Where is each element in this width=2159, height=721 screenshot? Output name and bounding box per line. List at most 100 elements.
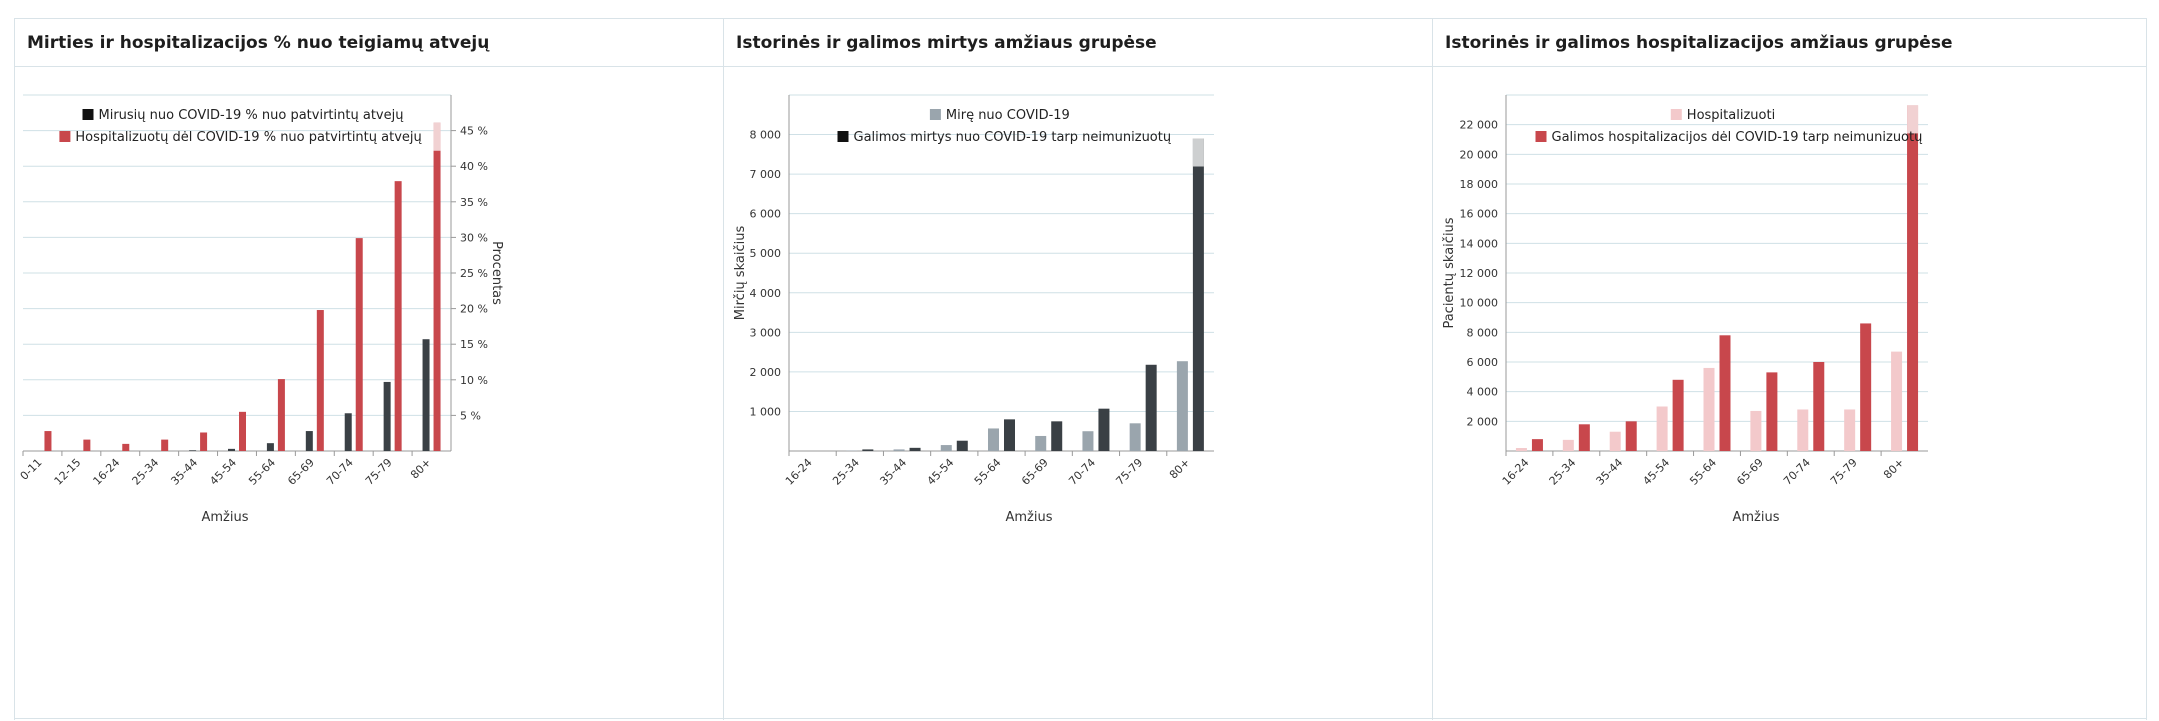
x-tick-label: 16-24 [1500,456,1532,488]
bar-b-16-24 [122,444,129,451]
bars [1516,105,1918,451]
bar-b-25-34 [1579,424,1590,451]
x-tick-label: 45-54 [207,456,239,488]
y-tick-label: 18 000 [1460,178,1499,191]
bar-highlight [1193,139,1204,167]
bar-highlight [434,123,441,151]
x-tick-label: 70-74 [1066,456,1098,488]
bar-a-55-64 [267,443,274,451]
bar-a-45-54 [941,445,952,451]
x-tick-label: 75-79 [1113,456,1145,488]
legend-label: Galimos hospitalizacijos dėl COVID-19 ta… [1552,130,1923,145]
y-tick-label: 5 % [460,409,481,422]
y-tick-label: 5 000 [750,247,782,260]
x-tick-label: 70-74 [324,456,356,488]
bar-a-65-69 [1750,411,1761,451]
bar-b-35-44 [200,432,207,451]
legend-label: Galimos mirtys nuo COVID-19 tarp neimuni… [854,130,1172,145]
y-tick-label: 7 000 [750,168,782,181]
legend-swatch [930,109,941,120]
y-tick-label: 2 000 [1467,415,1499,428]
x-tick-label: 55-64 [246,456,278,488]
legend-label: Mirusių nuo COVID-19 % nuo patvirtintų a… [99,108,404,123]
x-axis-label: Amžius [201,510,248,525]
x-tick-label: 35-44 [168,456,200,488]
bars [44,123,440,451]
y-axis-label: Pacientų skaičius [1442,217,1457,328]
y-tick-label: 30 % [460,231,488,244]
x-tick-label: 80+ [408,456,434,482]
legend-swatch [83,109,94,120]
y-tick-label: 20 % [460,303,488,316]
x-tick-label: 80+ [1881,456,1907,482]
x-tick-label: 70-74 [1781,456,1813,488]
bar-b-45-54 [1673,380,1684,451]
bar-a-25-34 [1563,440,1574,451]
bar-b-55-64 [1004,419,1015,451]
bar-b-16-24 [1532,439,1543,451]
bar-b-70-74 [1098,409,1109,451]
legend-label: Hospitalizuoti [1687,108,1775,123]
bar-b-80+ [1907,105,1918,451]
legend: Hospitalizuoti Galimos hospitalizacijos d… [1536,108,1923,145]
bar-b-80+ [1193,139,1204,451]
bar-a-80+ [423,339,430,451]
y-tick-label: 3 000 [750,326,782,339]
x-tick-label: 55-64 [1687,456,1719,488]
x-tick-label: 55-64 [972,456,1004,488]
legend: Mirusių nuo COVID-19 % nuo patvirtintų a… [59,108,421,145]
y-tick-label: 22 000 [1460,119,1499,132]
bar-b-55-64 [1720,335,1731,451]
bar-b-35-44 [1626,421,1637,451]
x-tick-label: 65-69 [1734,456,1766,488]
y-axis-label: Procentas [489,241,504,305]
x-tick-label: 65-69 [1019,456,1051,488]
legend-swatch [59,131,70,142]
bar-a-75-79 [1844,409,1855,451]
panel-title: Mirties ir hospitalizacijos % nuo teigia… [15,19,723,67]
bar-b-45-54 [957,441,968,451]
panel-title: Istorinės ir galimos mirtys amžiaus grup… [724,19,1432,67]
x-tick-label: 45-54 [1640,456,1672,488]
x-axis-label: Amžius [1005,510,1052,525]
legend-label: Hospitalizuotų dėl COVID-19 % nuo patvir… [75,130,421,145]
x-tick-label: 16-24 [783,456,815,488]
x-tick-label: 45-54 [925,456,957,488]
bar-b-65-69 [317,310,324,451]
y-tick-label: 45 % [460,125,488,138]
bar-a-75-79 [1130,423,1141,451]
bar-a-75-79 [384,382,391,451]
bar-a-55-64 [988,428,999,451]
bars [846,139,1204,451]
bar-a-65-69 [1035,436,1046,451]
x-axis-label: Amžius [1732,510,1779,525]
bar-b-70-74 [1813,362,1824,451]
bar-a-80+ [1177,361,1188,451]
y-tick-label: 16 000 [1460,208,1499,221]
bar-b-75-79 [1860,323,1871,451]
x-tick-label: 25-34 [130,456,162,488]
bar-b-75-79 [1146,365,1157,451]
chart-panel-hospitalizations: Istorinės ir galimos hospitalizacijos am… [1432,18,2147,720]
bar-a-35-44 [1610,432,1621,451]
bar-a-70-74 [1082,431,1093,451]
bar-b-45-54 [239,412,246,451]
bar-a-45-54 [228,449,235,451]
x-tick-label: 35-44 [1594,456,1626,488]
bar-b-0-11 [44,431,51,451]
bar-a-35-44 [189,450,196,451]
legend-label: Mirę nuo COVID-19 [946,108,1070,123]
y-tick-label: 8 000 [750,129,782,142]
bar-a-16-24 [1516,448,1527,451]
y-axis-label: Mirčių skaičius [733,226,748,321]
bar-b-80+ [434,123,441,451]
y-tick-label: 1 000 [750,405,782,418]
